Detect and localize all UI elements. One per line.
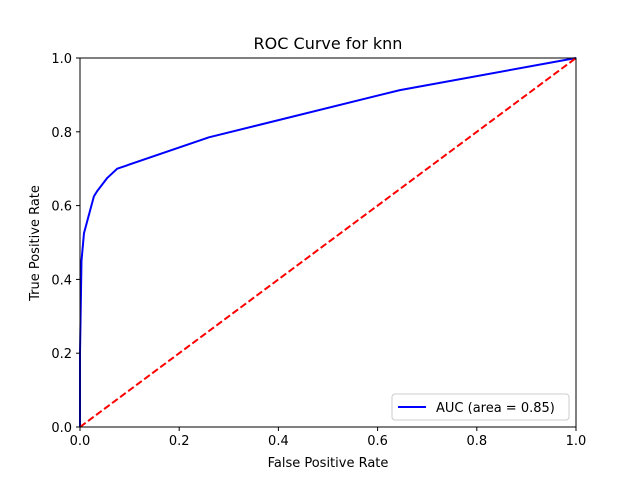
x-tick-label: 0.8 (466, 434, 487, 449)
x-axis-label: False Positive Rate (268, 456, 389, 471)
chance-diagonal-line (79, 57, 577, 428)
x-tick-label: 1.0 (566, 434, 587, 449)
chart-title: ROC Curve for knn (254, 34, 403, 53)
x-tick-label: 0.6 (367, 434, 388, 449)
legend: AUC (area = 0.85) (391, 393, 570, 421)
x-tick-label: 0.0 (70, 434, 91, 449)
x-tick-label: 0.2 (169, 434, 190, 449)
y-tick-label: 0.4 (51, 273, 72, 288)
legend-label: AUC (area = 0.85) (436, 401, 555, 416)
plot-area: 0.0 0.2 0.4 0.6 0.8 1.0 0.0 0.2 0.4 0.6 0.8 1.0 (51, 52, 586, 449)
legend-box (391, 393, 570, 421)
y-axis-label: True Positive Rate (28, 185, 43, 302)
y-tick-label: 0.2 (51, 347, 72, 362)
y-tick-label: 0.0 (51, 421, 72, 436)
y-tick-label: 1.0 (51, 52, 72, 67)
y-tick-label: 0.8 (51, 126, 72, 141)
axes-frame (79, 57, 577, 428)
roc-curve-line (79, 57, 577, 427)
x-tick-label: 0.4 (268, 434, 289, 449)
y-tick-label: 0.6 (51, 200, 72, 215)
